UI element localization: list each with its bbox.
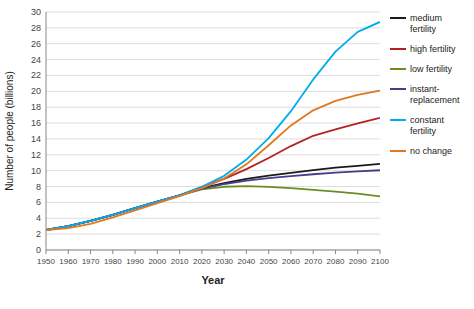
grid-line (46, 27, 380, 28)
grid-line (46, 12, 380, 13)
x-tick (112, 250, 113, 254)
x-tick (246, 250, 247, 254)
series-line (46, 118, 380, 230)
x-tick (313, 250, 314, 254)
y-tick-label: 16 (31, 118, 41, 128)
legend-label: constantfertility (410, 115, 445, 136)
x-tick (68, 250, 69, 254)
grid-line (46, 107, 380, 108)
x-tick-label: 2090 (349, 257, 367, 266)
x-tick-label: 2030 (215, 257, 233, 266)
x-tick (46, 250, 47, 254)
plot-area (46, 22, 380, 230)
x-tick-label: 2080 (327, 257, 345, 266)
grid-line (46, 202, 380, 203)
x-axis-label: Year (201, 274, 225, 286)
y-tick-label: 14 (31, 134, 41, 144)
legend-label: high fertility (410, 44, 456, 54)
grid-line (46, 43, 380, 44)
legend-swatch (390, 68, 406, 70)
grid-line (46, 138, 380, 139)
legend-label: no change (410, 146, 452, 156)
x-tick-label: 2010 (171, 257, 189, 266)
y-tick-label: 10 (31, 166, 41, 176)
x-tick (290, 250, 291, 254)
x-tick-label: 2020 (193, 257, 211, 266)
y-tick-label: 6 (36, 197, 41, 207)
x-axis-line (46, 250, 380, 251)
y-tick-label: 2 (36, 229, 41, 239)
x-tick-label: 1970 (82, 257, 100, 266)
x-tick (201, 250, 202, 254)
series-line (46, 91, 380, 230)
series-line (46, 170, 380, 230)
x-tick-label: 2000 (148, 257, 166, 266)
y-axis-line (46, 12, 47, 250)
y-tick-label: 26 (31, 39, 41, 49)
legend-swatch (390, 88, 406, 90)
x-tick (224, 250, 225, 254)
x-tick-label: 2050 (260, 257, 278, 266)
x-tick (157, 250, 158, 254)
legend-label: mediumfertility (410, 13, 442, 34)
x-tick-label: 2040 (238, 257, 256, 266)
grid-line (46, 91, 380, 92)
x-tick-label: 2100 (371, 257, 389, 266)
x-tick (90, 250, 91, 254)
x-tick (357, 250, 358, 254)
x-tick (268, 250, 269, 254)
legend-swatch (390, 150, 406, 152)
grid-line (46, 75, 380, 76)
y-tick-label: 0 (36, 245, 41, 255)
x-tick (380, 250, 381, 254)
y-tick-label: 8 (36, 182, 41, 192)
x-tick (135, 250, 136, 254)
x-tick (179, 250, 180, 254)
grid-line (46, 170, 380, 171)
y-tick-label: 18 (31, 102, 41, 112)
series-line (46, 186, 380, 230)
legend: mediumfertility high fertility low fertili… (390, 13, 460, 156)
chart: 0246810121416182022242628301950196019701… (0, 0, 474, 309)
x-tick-label: 1950 (37, 257, 55, 266)
y-tick-label: 30 (31, 7, 41, 17)
legend-swatch (390, 119, 406, 121)
y-tick-label: 24 (31, 55, 41, 65)
x-tick-label: 2060 (282, 257, 300, 266)
x-tick-label: 2070 (304, 257, 322, 266)
y-tick-label: 4 (36, 213, 41, 223)
legend-label: low fertility (410, 64, 453, 74)
legend-swatch (390, 48, 406, 50)
x-tick-label: 1990 (126, 257, 144, 266)
y-tick-label: 28 (31, 23, 41, 33)
y-tick-label: 22 (31, 70, 41, 80)
grid-line (46, 250, 380, 251)
y-tick-label: 12 (31, 150, 41, 160)
legend-swatch (390, 17, 406, 19)
series-line (46, 22, 380, 230)
grid-line (46, 123, 380, 124)
x-tick (335, 250, 336, 254)
x-tick-label: 1980 (104, 257, 122, 266)
grid-line (46, 154, 380, 155)
legend-label: instant-replacement (410, 84, 460, 105)
x-tick-label: 1960 (59, 257, 77, 266)
grid-line (46, 234, 380, 235)
y-axis-label: Number of people (billions) (4, 71, 15, 191)
y-tick-label: 20 (31, 86, 41, 96)
